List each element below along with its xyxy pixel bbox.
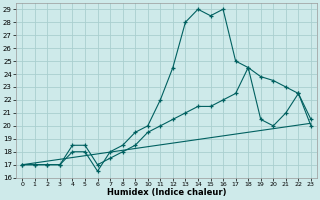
X-axis label: Humidex (Indice chaleur): Humidex (Indice chaleur): [107, 188, 226, 197]
